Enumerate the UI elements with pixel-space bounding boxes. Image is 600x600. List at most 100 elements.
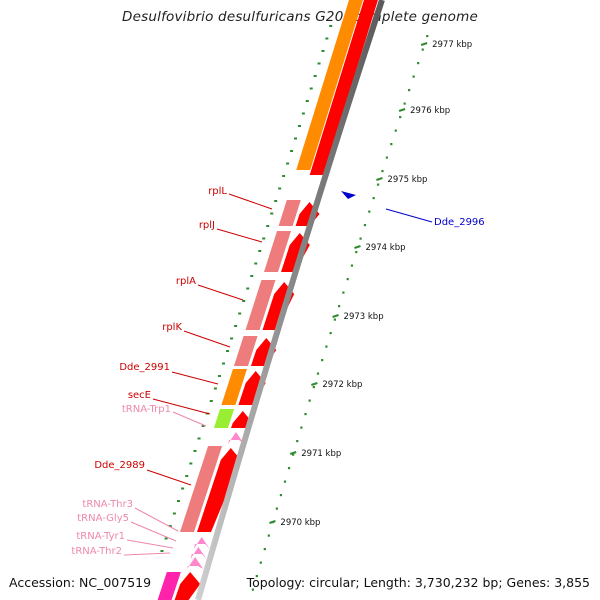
dot [376,183,380,186]
dot [390,143,393,146]
cds-block-left-6 [180,446,223,532]
dot [372,197,375,200]
label-leader-line [130,521,177,542]
dot [308,399,311,402]
cds-arrow-right-4 [238,371,266,405]
dot [301,112,305,115]
dot [201,425,205,427]
dot [278,187,282,190]
dot [290,150,294,152]
gene-label-trna-thr2: tRNA-Thr2 [71,546,122,557]
kbp-tick [376,177,383,181]
kbp-tick [289,451,297,455]
dot [283,480,287,483]
dot [350,264,354,267]
dot [193,450,197,452]
dot [254,262,258,265]
dot [304,413,307,416]
kbp-tick-label: 2977 kbp [432,40,472,50]
inner-dot-ruler [160,25,333,552]
dot [258,250,262,252]
dot [426,35,429,38]
dot [321,50,325,52]
gene-label-rplk: rplK [162,322,182,333]
kbp-tick [354,245,361,249]
kbp-tick [269,520,276,524]
dot [321,359,324,362]
dot [309,87,313,90]
kbp-tick-label: 2976 kbp [410,106,450,116]
dot [226,350,230,352]
dot [333,318,336,321]
dot [168,525,172,527]
gene-label-trna-trp1: tRNA-Trp1 [122,404,171,415]
cds-block-red-top [309,0,378,175]
cds-block-left-5 [213,409,235,428]
dot [197,437,201,440]
gene-labels: Dde_2996 rplL rplJ rplA rplK Dde_2991 secE tRNA… [71,186,484,557]
dot [338,305,341,308]
cds-block-left-3 [233,336,258,366]
gene-label-rpll: rplL [208,186,227,197]
dot [399,116,402,119]
dot [421,48,424,51]
cds-arrow-right-3 [250,338,277,366]
dot [185,475,189,477]
gene-label-trna-tyr1: tRNA-Tyr1 [76,531,125,542]
dot [346,278,349,281]
dot [279,494,283,497]
cds-block-left-1 [264,231,292,272]
label-leader-line [197,284,244,301]
cds-arrow-bottom [174,572,201,600]
dot [394,129,397,132]
dot [217,375,221,377]
gene-label-dde_2989: Dde_2989 [94,460,145,471]
kbp-tick-label: 2970 kbp [280,518,320,528]
dot [172,512,176,515]
gene-label-sece: secE [128,390,151,401]
gene-label-rpla: rplA [176,276,196,287]
dot [342,291,345,294]
label-leader-line [146,469,192,486]
kbp-tick [332,314,339,318]
dot [287,467,291,470]
dot [317,62,321,65]
dot [403,102,406,105]
dot [368,210,371,213]
dot [305,100,309,102]
dot [363,224,367,227]
dot [213,387,217,390]
dot [381,170,384,173]
label-leader-line [183,330,231,348]
kbp-ruler: 2977 kbp 2976 kbp 2975 kbp 2974 kbp 2973 kbp… [269,40,472,528]
cds-block-left-0 [278,200,301,226]
dot [408,89,411,92]
gene-label-dde_2991: Dde_2991 [119,362,170,373]
gene-label-dde_2996: Dde_2996 [434,217,485,228]
genome-backbone [195,0,385,600]
dot [230,337,234,340]
dot [255,575,258,578]
dot [329,332,332,335]
dot [359,237,362,240]
label-leader-line [216,228,263,243]
kbp-tick-label: 2974 kbp [365,243,405,253]
kbp-tick-label: 2975 kbp [387,175,427,185]
dot [246,287,250,290]
label-leader-line [134,507,179,532]
kbp-tick [311,382,318,386]
dot [250,275,254,277]
dot [297,125,301,127]
cds-block-left-2 [245,280,276,330]
dot [266,225,270,227]
dot [355,251,358,254]
dot [325,37,329,40]
dot [242,300,246,302]
dot [329,25,333,27]
dot [189,462,193,465]
kbp-tick-label: 2971 kbp [301,449,341,459]
dot [274,200,278,202]
feature-track [157,0,378,600]
dot [312,386,315,389]
